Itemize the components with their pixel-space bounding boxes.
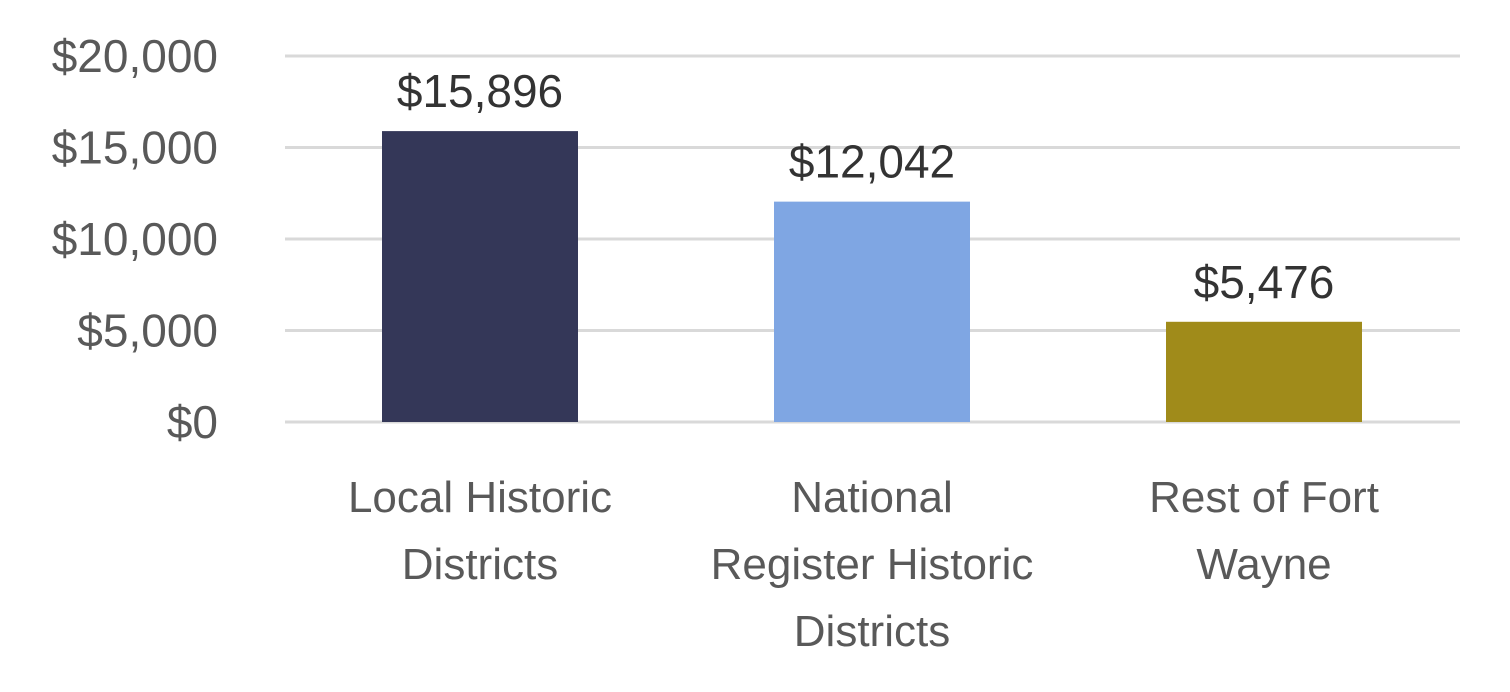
x-tick-label-line: Districts <box>794 607 950 656</box>
bar <box>1166 321 1362 422</box>
data-label: $15,896 <box>397 65 563 117</box>
x-tick-label: National Register Historic Districts <box>711 473 1034 656</box>
x-tick-label: Local Historic Districts <box>348 473 612 589</box>
bars <box>382 131 1362 422</box>
y-tick-label: $20,000 <box>52 30 218 82</box>
x-tick-label: Rest of Fort Wayne <box>1149 473 1379 589</box>
data-label: $5,476 <box>1194 256 1335 308</box>
x-tick-label-line: Register Historic <box>711 540 1034 589</box>
x-tick-label-line: Wayne <box>1196 540 1331 589</box>
y-axis-tick-labels: $0 $5,000 $10,000 $15,000 $20,000 <box>52 30 218 448</box>
y-tick-label: $0 <box>167 396 218 448</box>
data-label: $12,042 <box>789 136 955 188</box>
y-tick-label: $10,000 <box>52 213 218 265</box>
bar <box>382 131 578 422</box>
y-tick-label: $5,000 <box>77 305 218 357</box>
y-tick-label: $15,000 <box>52 122 218 174</box>
x-tick-label-line: Rest of Fort <box>1149 473 1379 522</box>
x-tick-label-line: Local Historic <box>348 473 612 522</box>
data-labels: $15,896 $12,042 $5,476 <box>397 65 1334 308</box>
x-tick-label-line: Districts <box>402 540 558 589</box>
x-axis-category-labels: Local Historic Districts National Register … <box>348 473 1379 656</box>
x-tick-label-line: National <box>791 473 952 522</box>
bar <box>774 201 970 422</box>
